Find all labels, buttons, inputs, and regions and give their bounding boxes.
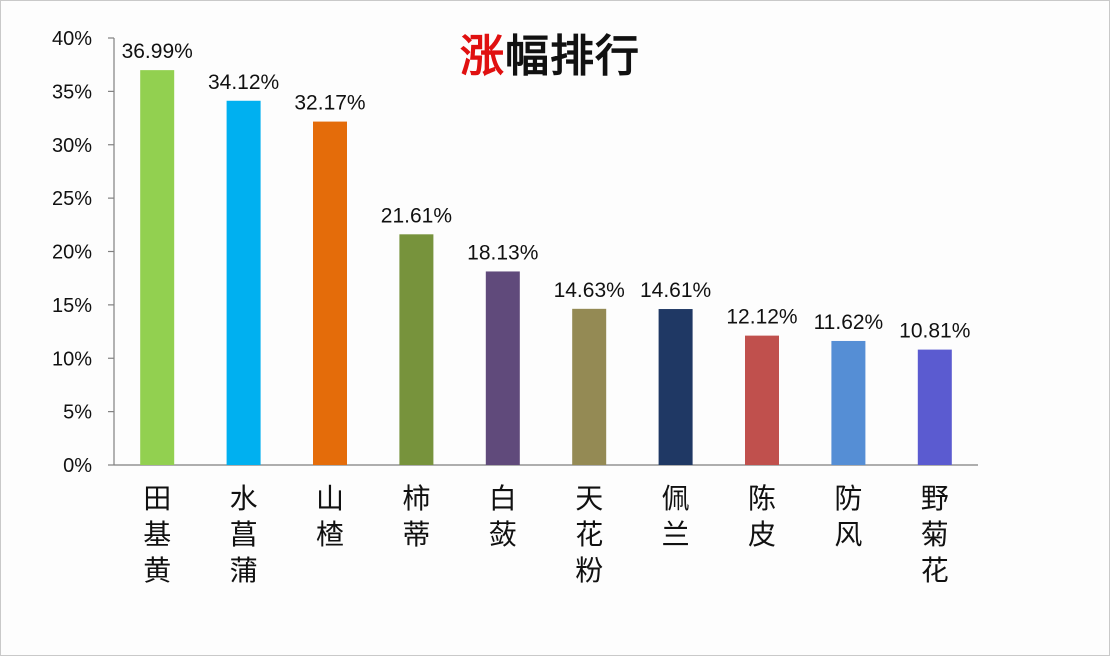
category-label: 水菖蒲: [230, 482, 258, 587]
category-label: 野菊花: [921, 482, 949, 587]
bar: [313, 121, 347, 465]
category-label: 柿蒂: [402, 482, 430, 551]
data-label: 18.13%: [467, 241, 538, 264]
y-tick-label: 10%: [52, 348, 92, 370]
category-label: 防风: [834, 482, 862, 551]
bar: [745, 335, 779, 465]
chart-title-rest: 幅排行: [505, 31, 640, 82]
category-label: 白蔹: [489, 482, 517, 551]
bar: [831, 340, 866, 465]
chart-title: 涨幅排行: [460, 20, 640, 84]
bar: [226, 100, 261, 466]
bar: [572, 308, 607, 465]
bar: [140, 70, 175, 466]
y-tick-label: 0%: [63, 455, 92, 477]
y-tick-label: 30%: [52, 135, 92, 157]
bar: [658, 309, 693, 465]
data-label: 12.12%: [726, 306, 797, 329]
data-label: 10.81%: [899, 320, 970, 343]
data-label: 14.63%: [554, 279, 625, 302]
bar: [485, 271, 520, 465]
category-label: 田基黄: [143, 482, 171, 587]
y-tick-label: 40%: [52, 28, 92, 50]
category-label: 山楂: [316, 482, 344, 551]
data-label: 36.99%: [122, 40, 193, 63]
data-label: 32.17%: [294, 92, 365, 115]
data-label: 14.61%: [640, 279, 711, 302]
data-label: 11.62%: [814, 311, 884, 334]
category-label: 陈皮: [748, 482, 776, 551]
bar: [399, 234, 434, 465]
data-label: 21.61%: [381, 204, 452, 227]
data-label: 34.12%: [208, 71, 279, 94]
y-tick-label: 15%: [52, 295, 92, 317]
y-tick-label: 20%: [52, 242, 92, 264]
category-label: 佩兰: [662, 482, 690, 551]
chart-title-accent: 涨: [460, 31, 505, 82]
y-tick-label: 35%: [52, 81, 92, 103]
y-tick-label: 25%: [52, 188, 92, 210]
category-label: 天花粉: [575, 482, 603, 587]
y-tick-label: 5%: [63, 402, 92, 424]
bar: [917, 349, 952, 465]
